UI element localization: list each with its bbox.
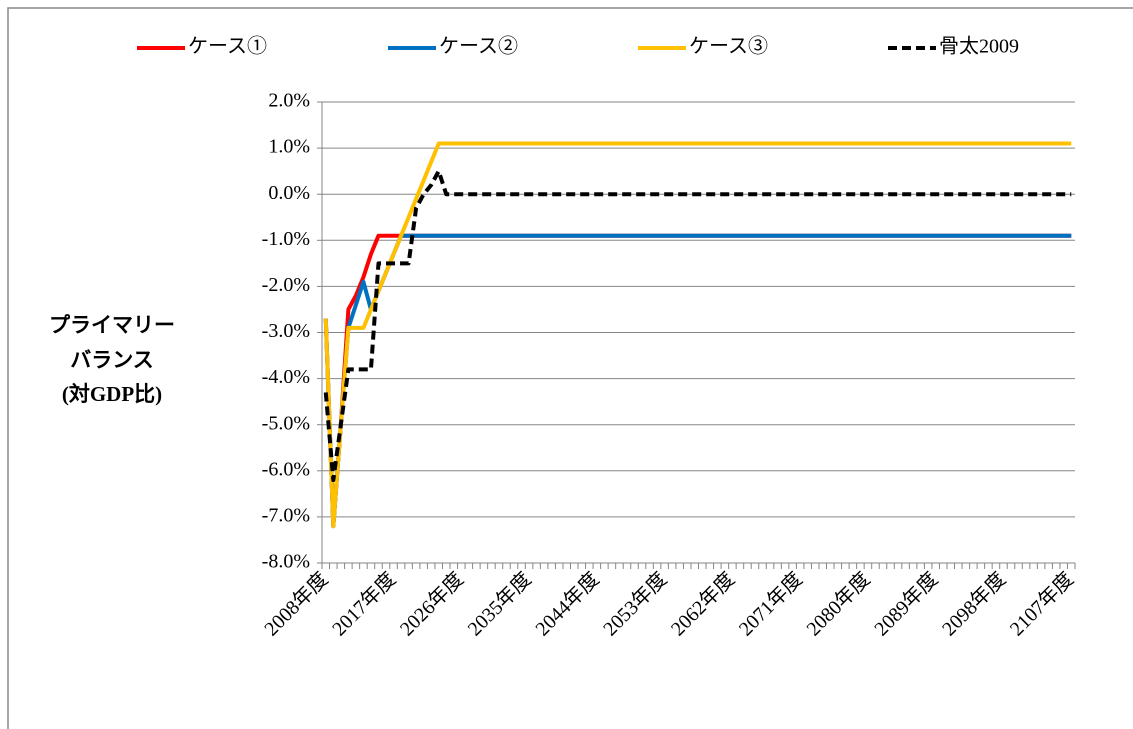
- legend-label: ケース①: [188, 35, 267, 58]
- y-axis-title: プライマリー: [49, 313, 175, 337]
- y-tick-label: -1.0%: [262, 228, 310, 250]
- x-tick-label: 2071年度: [734, 568, 807, 641]
- y-tick-label: -8.0%: [262, 551, 310, 573]
- y-tick-label: 2.0%: [268, 90, 310, 112]
- series-line: [323, 233, 1072, 529]
- x-tick-label: 2017年度: [327, 568, 400, 641]
- x-tick-label: 2035年度: [463, 568, 536, 641]
- y-tick-label: 1.0%: [268, 136, 310, 158]
- y-tick-label: -6.0%: [262, 458, 310, 480]
- y-tick-label: -3.0%: [262, 320, 310, 342]
- x-tick-label: 2044年度: [531, 568, 604, 641]
- series-line: [323, 141, 1072, 529]
- y-tick-label: 0.0%: [268, 182, 310, 204]
- frame: [7, 7, 1133, 729]
- x-tick-label: 2107年度: [1005, 568, 1078, 641]
- x-tick-label: 2062年度: [666, 568, 739, 641]
- x-tick-label: 2089年度: [870, 568, 943, 641]
- legend-label: ケース③: [689, 35, 768, 58]
- legend-label: 骨太2009: [939, 35, 1019, 58]
- x-tick-label: 2026年度: [395, 568, 468, 641]
- y-axis-title: バランス: [70, 348, 154, 372]
- x-tick-label: 2008年度: [260, 568, 333, 641]
- x-tick-label: 2098年度: [937, 568, 1010, 641]
- x-tick-label: 2080年度: [802, 568, 875, 641]
- y-tick-label: -2.0%: [262, 274, 310, 296]
- y-axis-title: (対GDP比): [62, 382, 162, 406]
- y-tick-label: -4.0%: [262, 366, 310, 388]
- legend-label: ケース②: [439, 35, 518, 58]
- y-tick-label: -5.0%: [262, 412, 310, 434]
- x-tick-label: 2053年度: [599, 568, 672, 641]
- series-line: [323, 169, 1072, 483]
- series-line: [323, 233, 1072, 529]
- y-tick-label: -7.0%: [262, 504, 310, 526]
